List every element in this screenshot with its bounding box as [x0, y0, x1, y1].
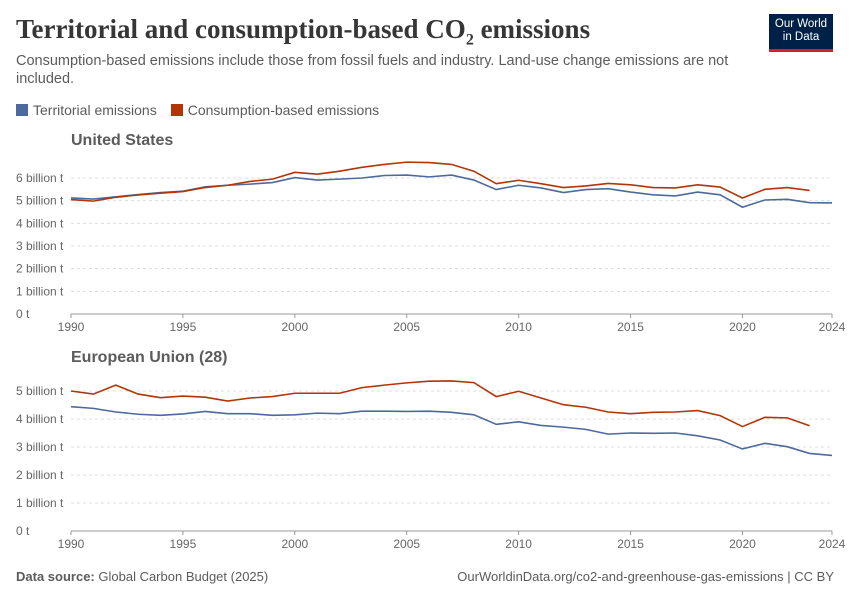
- y-tick-label: 2 billion t: [16, 468, 64, 482]
- y-tick-label: 6 billion t: [16, 171, 64, 185]
- y-tick-label: 1 billion t: [16, 284, 64, 298]
- y-tick-label: 3 billion t: [16, 239, 64, 253]
- x-tick-label: 2000: [281, 537, 308, 551]
- x-tick-label: 2010: [505, 320, 532, 334]
- panel-title-us: United States: [71, 132, 174, 149]
- x-tick-label: 2015: [617, 537, 644, 551]
- legend-item-consumption[interactable]: Consumption-based emissions: [170, 102, 379, 118]
- source-url[interactable]: OurWorldinData.org/co2-and-greenhouse-ga…: [457, 569, 834, 584]
- x-tick-label: 1995: [170, 537, 197, 551]
- chart-subtitle: Consumption-based emissions include thos…: [16, 53, 729, 87]
- y-tick-label: 0 t: [16, 307, 30, 321]
- x-tick-label: 2005: [393, 320, 420, 334]
- x-tick-label: 2024: [819, 320, 846, 334]
- x-tick-label: 2024: [819, 537, 846, 551]
- x-tick-label: 1990: [58, 537, 85, 551]
- chart-title: Territorial and consumption-based CO2 em…: [16, 14, 591, 49]
- x-tick-label: 2010: [505, 537, 532, 551]
- y-tick-label: 0 t: [16, 524, 30, 538]
- legend: Territorial emissions Consumption-based …: [16, 102, 379, 118]
- y-tick-label: 5 billion t: [16, 194, 64, 208]
- panel-title-eu: European Union (28): [71, 349, 228, 366]
- x-tick-label: 2000: [281, 320, 308, 334]
- x-tick-label: 2015: [617, 320, 644, 334]
- y-tick-label: 3 billion t: [16, 440, 64, 454]
- series-line-consumption: [70, 380, 810, 428]
- y-tick-label: 1 billion t: [16, 496, 64, 510]
- y-tick-label: 4 billion t: [16, 216, 64, 230]
- y-tick-label: 2 billion t: [16, 262, 64, 276]
- series-line-consumption: [70, 161, 810, 202]
- y-tick-label: 4 billion t: [16, 412, 64, 426]
- owid-logo[interactable]: Our World in Data: [769, 14, 833, 52]
- series-line-territorial: [70, 405, 833, 457]
- legend-item-territorial[interactable]: Territorial emissions: [16, 102, 157, 118]
- x-tick-label: 2020: [729, 537, 756, 551]
- x-tick-label: 2020: [729, 320, 756, 334]
- source-note: Data source: Global Carbon Budget (2025): [16, 569, 269, 584]
- x-tick-label: 2005: [393, 537, 420, 551]
- x-tick-label: 1995: [170, 320, 197, 334]
- y-tick-label: 5 billion t: [16, 384, 64, 398]
- x-tick-label: 1990: [58, 320, 85, 334]
